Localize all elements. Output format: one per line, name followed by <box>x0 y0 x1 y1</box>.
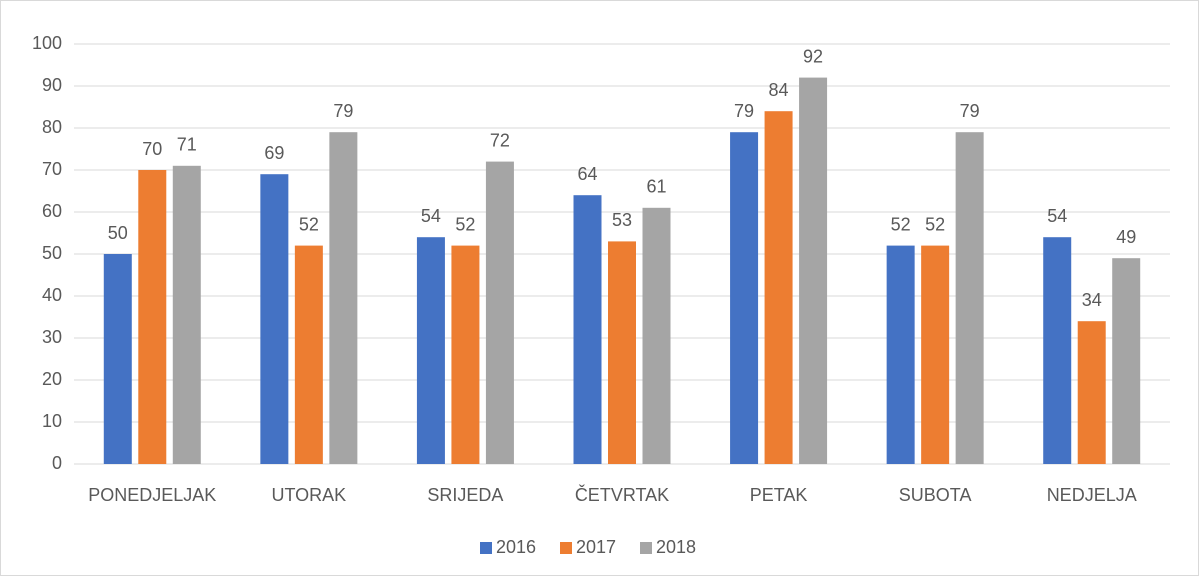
bar <box>921 245 950 464</box>
x-tick-label: NEDJELJA <box>1047 485 1137 505</box>
data-label: 54 <box>421 206 441 226</box>
y-tick-label: 40 <box>42 285 62 305</box>
x-tick-label: UTORAK <box>272 485 347 505</box>
data-label: 92 <box>803 46 823 66</box>
bar <box>416 237 445 464</box>
bar <box>1112 258 1141 464</box>
bar <box>642 207 671 465</box>
bar <box>1043 237 1072 464</box>
data-label: 61 <box>646 177 666 197</box>
bar <box>294 245 323 464</box>
data-label: 50 <box>108 223 128 243</box>
bar <box>103 254 132 464</box>
bar <box>260 174 289 464</box>
legend-swatch <box>640 542 652 554</box>
data-label: 53 <box>612 210 632 230</box>
data-label: 79 <box>734 101 754 121</box>
bar <box>886 245 915 464</box>
bar <box>764 111 793 464</box>
x-tick-label: PETAK <box>750 485 808 505</box>
data-label: 52 <box>891 214 911 234</box>
bar <box>608 241 636 464</box>
data-label: 52 <box>299 214 319 234</box>
y-tick-label: 80 <box>42 117 62 137</box>
legend-label: 2017 <box>576 537 616 557</box>
x-tick-label: SUBOTA <box>899 485 972 505</box>
bar <box>485 161 514 464</box>
data-label: 52 <box>455 214 475 234</box>
data-label: 49 <box>1116 227 1136 247</box>
data-label: 34 <box>1082 290 1102 310</box>
y-tick-label: 60 <box>42 201 62 221</box>
y-tick-label: 20 <box>42 369 62 389</box>
data-label: 84 <box>769 80 789 100</box>
bar <box>573 195 602 464</box>
data-label: 71 <box>177 135 197 155</box>
y-tick-label: 90 <box>42 75 62 95</box>
y-tick-label: 10 <box>42 411 62 431</box>
data-label: 79 <box>960 101 980 121</box>
data-label: 54 <box>1047 206 1067 226</box>
bar <box>799 77 828 464</box>
bar <box>955 132 984 464</box>
data-label: 70 <box>142 139 162 159</box>
y-tick-label: 0 <box>52 453 62 473</box>
legend-label: 2018 <box>656 537 696 557</box>
bar <box>329 132 358 464</box>
legend-label: 2016 <box>496 537 536 557</box>
y-tick-label: 70 <box>42 159 62 179</box>
bar <box>138 170 167 464</box>
data-label: 72 <box>490 130 510 150</box>
bar <box>1077 321 1106 464</box>
data-label: 64 <box>577 164 597 184</box>
x-tick-label: PONEDJELJAK <box>88 485 216 505</box>
data-label: 69 <box>264 143 284 163</box>
bar <box>451 245 480 464</box>
x-tick-label: ČETVRTAK <box>575 484 669 505</box>
y-tick-label: 30 <box>42 327 62 347</box>
y-tick-label: 100 <box>32 33 62 53</box>
data-label: 52 <box>925 214 945 234</box>
data-label: 79 <box>333 101 353 121</box>
bar <box>730 132 759 464</box>
bar <box>172 165 201 465</box>
y-tick-label: 50 <box>42 243 62 263</box>
x-tick-label: SRIJEDA <box>427 485 503 505</box>
legend-swatch <box>480 542 492 554</box>
legend-swatch <box>560 542 572 554</box>
